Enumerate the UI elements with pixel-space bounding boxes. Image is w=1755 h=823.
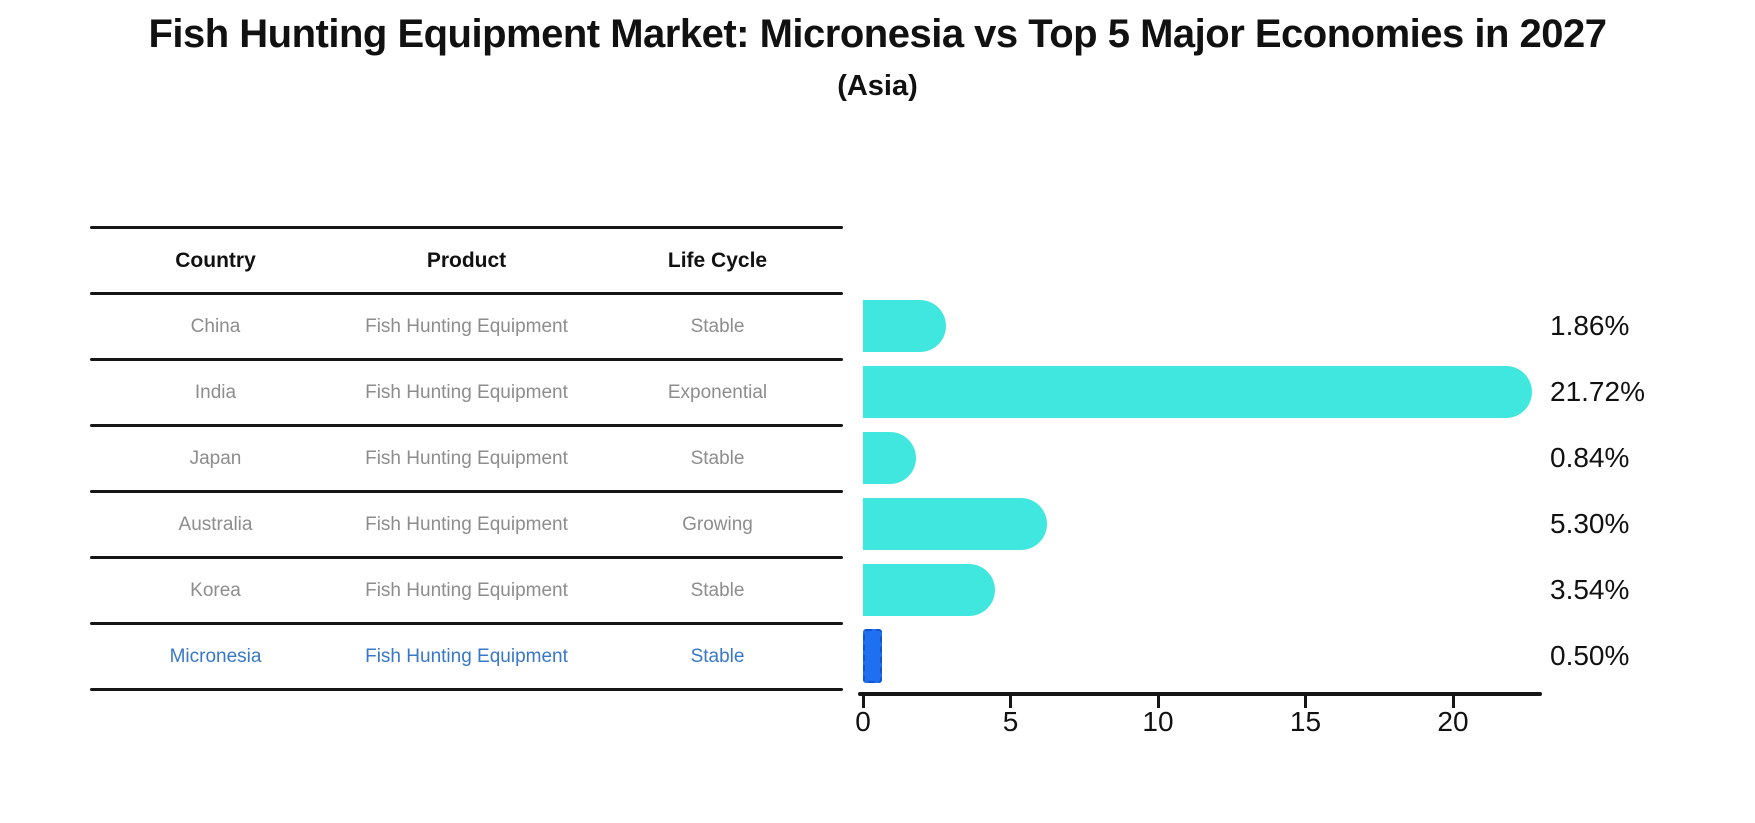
- value-label-australia: 5.30%: [1550, 508, 1630, 539]
- cell-product: Fish Hunting Equipment: [365, 645, 568, 667]
- value-label-india: 21.72%: [1550, 376, 1645, 407]
- x-tick-mark: [1009, 696, 1012, 708]
- x-tick-label: 5: [1002, 706, 1019, 737]
- cell-product: Fish Hunting Equipment: [365, 381, 568, 403]
- x-tick-label: 0: [855, 706, 871, 737]
- value-label-china: 1.86%: [1550, 310, 1630, 341]
- table-header-product: Product: [426, 248, 507, 272]
- bar-korea: [863, 564, 996, 616]
- bar-china: [863, 300, 946, 352]
- x-tick-label: 10: [1142, 706, 1174, 737]
- bar-australia: [863, 498, 1048, 550]
- table-row-japan: Japan Fish Hunting Equipment Stable: [90, 427, 843, 490]
- table-header-row: Country Product Life Cycle: [90, 229, 843, 292]
- cell-life-cycle: Stable: [690, 579, 745, 601]
- value-label-japan: 0.84%: [1550, 442, 1630, 473]
- bar-micronesia: [863, 629, 882, 683]
- table-row-china: China Fish Hunting Equipment Stable: [90, 295, 843, 358]
- table-header-country: Country: [175, 248, 256, 272]
- x-tick-mark: [861, 696, 865, 708]
- table-top-border: [90, 226, 843, 229]
- cell-product: Fish Hunting Equipment: [365, 579, 568, 601]
- cell-life-cycle: Exponential: [667, 381, 768, 403]
- cell-life-cycle: Stable: [690, 447, 745, 469]
- cell-country: India: [194, 381, 237, 403]
- cell-life-cycle: Stable: [690, 645, 745, 667]
- cell-country: China: [190, 315, 241, 337]
- x-axis-line: [858, 692, 1542, 696]
- row-divider: [90, 424, 843, 427]
- x-tick-mark: [1304, 696, 1307, 708]
- cell-country: Japan: [189, 447, 242, 469]
- cell-life-cycle: Growing: [682, 513, 753, 535]
- table-row-india: India Fish Hunting Equipment Exponential: [90, 361, 843, 424]
- table-row-korea: Korea Fish Hunting Equipment Stable: [90, 559, 843, 622]
- x-tick-mark: [1156, 696, 1160, 708]
- table-header-border: [90, 292, 843, 295]
- x-tick-mark: [1451, 696, 1455, 708]
- table-row-australia: Australia Fish Hunting Equipment Growing: [90, 493, 843, 556]
- bar-india: [863, 366, 1532, 418]
- cell-country: Micronesia: [169, 645, 262, 667]
- cell-country: Australia: [178, 513, 253, 535]
- value-label-korea: 3.54%: [1550, 574, 1630, 605]
- chart-subtitle: (Asia): [837, 70, 918, 102]
- chart-title: Fish Hunting Equipment Market: Micronesi…: [148, 12, 1607, 56]
- row-divider: [90, 490, 843, 493]
- value-label-micronesia: 0.50%: [1550, 640, 1630, 671]
- cell-product: Fish Hunting Equipment: [365, 513, 568, 535]
- x-tick-label: 20: [1437, 706, 1469, 737]
- table-row-micronesia: Micronesia Fish Hunting Equipment Stable: [90, 625, 843, 688]
- table-header-life-cycle: Life Cycle: [667, 248, 768, 272]
- row-divider: [90, 358, 843, 361]
- row-divider: [90, 622, 843, 625]
- cell-country: Korea: [190, 579, 241, 601]
- row-divider: [90, 556, 843, 559]
- cell-product: Fish Hunting Equipment: [365, 315, 568, 337]
- x-tick-label: 15: [1289, 706, 1322, 737]
- cell-product: Fish Hunting Equipment: [365, 447, 568, 469]
- table-bottom-border: [90, 688, 843, 691]
- cell-life-cycle: Stable: [690, 315, 745, 337]
- bar-japan: [863, 432, 916, 484]
